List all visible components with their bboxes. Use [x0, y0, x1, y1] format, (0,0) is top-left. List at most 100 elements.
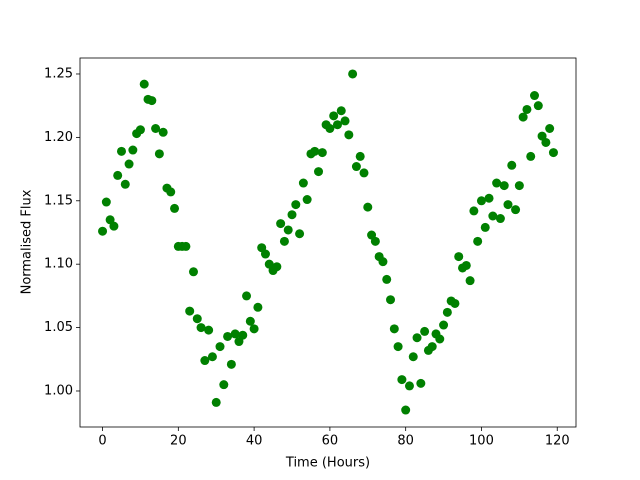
point	[533, 101, 543, 111]
point	[355, 151, 365, 161]
point	[541, 137, 551, 147]
point	[151, 124, 161, 134]
point	[211, 397, 221, 407]
point	[518, 112, 528, 122]
point	[279, 236, 289, 246]
point	[484, 193, 494, 203]
point	[185, 306, 195, 316]
point	[245, 316, 255, 326]
point	[325, 124, 335, 134]
point	[260, 249, 270, 259]
point	[113, 170, 123, 180]
point	[476, 196, 486, 206]
point	[124, 159, 134, 169]
point	[503, 200, 513, 210]
point	[249, 324, 259, 334]
x-tick-label: 20	[170, 434, 187, 449]
point	[188, 267, 198, 277]
point	[488, 211, 498, 221]
y-tick-label: 1.25	[44, 66, 73, 81]
y-tick-label: 1.15	[44, 193, 73, 208]
point	[314, 167, 324, 177]
point	[435, 334, 445, 344]
point	[200, 356, 210, 366]
x-tick-label: 120	[545, 434, 570, 449]
point	[226, 359, 236, 369]
point	[302, 195, 312, 205]
point	[548, 148, 558, 158]
point	[454, 252, 464, 262]
x-tick-label: 40	[246, 434, 263, 449]
point	[336, 106, 346, 116]
point	[98, 226, 108, 236]
point	[363, 202, 373, 212]
point	[344, 130, 354, 140]
point	[170, 203, 180, 213]
point	[219, 380, 229, 390]
point	[545, 124, 555, 134]
point	[359, 168, 369, 178]
point	[135, 125, 145, 135]
x-tick-label: 0	[98, 434, 106, 449]
x-tick-label: 80	[397, 434, 414, 449]
point	[147, 96, 157, 106]
point	[128, 145, 138, 155]
point	[272, 262, 282, 272]
point	[329, 111, 339, 121]
point	[450, 298, 460, 308]
x-tick-label: 100	[469, 434, 494, 449]
point	[465, 276, 475, 286]
y-tick-label: 1.05	[44, 320, 73, 335]
point	[109, 221, 119, 231]
point	[242, 291, 252, 301]
point	[238, 330, 248, 340]
point	[332, 120, 342, 130]
point	[393, 342, 403, 352]
point	[253, 302, 263, 312]
point	[404, 381, 414, 391]
point	[230, 329, 240, 339]
x-tick-label: 60	[322, 434, 339, 449]
point	[492, 178, 502, 188]
point	[204, 325, 214, 335]
point	[416, 378, 426, 388]
point	[340, 116, 350, 126]
point	[283, 225, 293, 235]
point	[420, 326, 430, 336]
point	[530, 91, 540, 101]
point	[522, 104, 532, 114]
point	[158, 127, 168, 137]
point	[408, 352, 418, 362]
point	[370, 236, 380, 246]
point	[154, 149, 164, 159]
point	[480, 222, 490, 232]
point	[439, 320, 449, 330]
point	[223, 331, 233, 341]
point	[507, 160, 517, 170]
y-tick-label: 1.00	[44, 383, 73, 398]
point	[382, 274, 392, 284]
plot-frame	[79, 57, 577, 428]
point	[401, 405, 411, 415]
point	[442, 307, 452, 317]
point	[495, 214, 505, 224]
point	[116, 146, 126, 156]
point	[120, 179, 130, 189]
point	[389, 324, 399, 334]
point	[348, 69, 358, 79]
point	[412, 333, 422, 343]
y-tick-label: 1.10	[44, 257, 73, 272]
point	[196, 323, 206, 333]
point	[526, 151, 536, 161]
point	[207, 352, 217, 362]
point	[386, 295, 396, 305]
point	[298, 178, 308, 188]
point	[166, 187, 176, 197]
point	[397, 375, 407, 385]
point	[287, 210, 297, 220]
point	[291, 200, 301, 210]
point	[351, 162, 361, 172]
point	[215, 342, 225, 352]
x-axis-label: Time (Hours)	[285, 456, 370, 471]
